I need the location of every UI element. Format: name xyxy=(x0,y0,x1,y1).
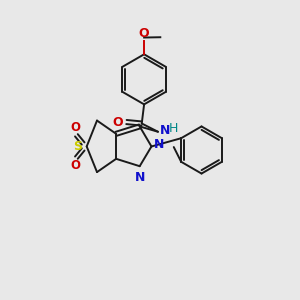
Text: S: S xyxy=(73,140,82,153)
Text: N: N xyxy=(154,139,164,152)
Text: N: N xyxy=(134,172,145,184)
Text: O: O xyxy=(139,28,149,40)
Text: O: O xyxy=(70,159,80,172)
Text: O: O xyxy=(112,116,123,128)
Text: O: O xyxy=(70,121,80,134)
Text: H: H xyxy=(169,122,178,135)
Text: N: N xyxy=(160,124,170,137)
